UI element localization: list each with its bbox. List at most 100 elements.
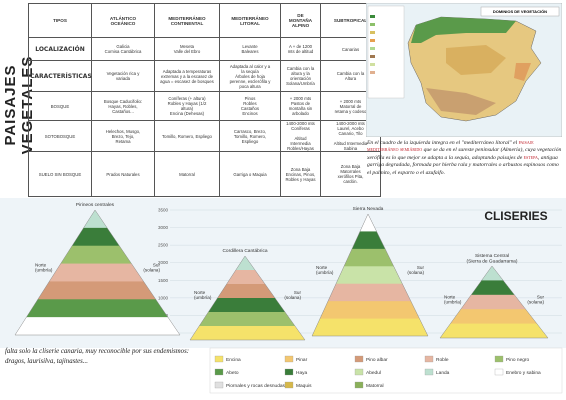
table-cell: Vegetación rica y variada [91, 60, 155, 92]
table-cell: Adaptada a temperaturas extremas y a la … [154, 60, 220, 92]
legend-swatch [354, 368, 364, 376]
legend-label: Enebro y sabina [506, 370, 541, 376]
south-label: Sur (solana) [143, 262, 160, 272]
table-cell: Zona Baja Encinas, Pinos, Robles y Hayas [280, 151, 321, 197]
table-cell: Galicia Cornisa Cantábrica [91, 37, 155, 61]
table-cell: Bosque Caducifolio: Hayas, Robles, Casta… [91, 91, 155, 121]
table-cell: Pinos Robles Castaños Encinos [219, 91, 281, 121]
legend-swatch [424, 368, 434, 376]
legend-label: Abedul [366, 370, 381, 376]
axis-label: 3000 [158, 225, 169, 230]
legend-swatch [284, 381, 294, 389]
legend-label: Abeto [226, 370, 239, 376]
row-label: LOCALIZACIÓN [28, 37, 92, 61]
map-title: DOMINIOS DE VEGETACIÓN [493, 9, 547, 14]
vegetation-band [312, 318, 428, 336]
table-cell: + 2000 mts Pastos de montaña sin arbolad… [280, 91, 321, 121]
note-text: En el cuadro de la izquierda integra en … [367, 140, 519, 146]
table-row: CARACTERÍSTICAS Vegetación rica y variada… [28, 60, 381, 92]
table-cell: 1400-2000 mts Coníferas Altitud Intermed… [280, 120, 321, 152]
table-cell: Adaptada al calor y a la sequía Árboles … [219, 60, 281, 92]
table-row: LOCALIZACIÓN Galicia Cornisa Cantábrica Me… [28, 37, 381, 61]
note-paragraph: En el cuadro de la izquierda integra en … [367, 140, 562, 177]
pyramid-outline [311, 213, 429, 337]
vegetation-map: DOMINIOS DE VEGETACIÓN [366, 3, 562, 137]
footnote: falta solo la cliserie canaria, muy reco… [5, 348, 189, 365]
vegetation-band [190, 312, 305, 327]
table-cell: A + de 1200 mts de altitud [280, 37, 321, 61]
vegetation-band [15, 299, 180, 318]
vegetation-band [312, 283, 428, 302]
legend-label: Haya [296, 370, 308, 376]
north-label: Norte (umbría) [194, 290, 212, 300]
table-cell: Prados Naturales [91, 151, 155, 197]
table-cell: Carrasco, Brezo, Tomillo, Romero, Esplie… [219, 120, 281, 152]
legend-swatch [284, 355, 294, 363]
table-cell: Matorral [154, 151, 220, 197]
legend-label: Roble [436, 357, 449, 363]
legend-label: Encina [226, 357, 241, 363]
legend-swatch [354, 355, 364, 363]
table-cell: Tomillo, Romero, Espliego [154, 120, 220, 152]
table-row: SUELO SIN BOSQUE Prados Naturales Matorral… [28, 151, 381, 197]
vegetation-band [440, 309, 548, 325]
table-cell: Garriga o Maquia [219, 151, 281, 197]
table-row: SOTOBOSQUE Helechos, Musgo, Brezo, Tejo, … [28, 120, 381, 152]
legend-label: Pinar [296, 357, 308, 363]
vegetation-band [312, 301, 428, 320]
legend-swatch [214, 368, 224, 376]
vegetation-table: TIPOS ATLÁNTICO OCEÁNICO MEDITERRÁNEO CONT… [28, 3, 381, 197]
diagram-name: Cordillera Cantábrica [222, 248, 267, 254]
vegetation-band [15, 317, 180, 335]
table-cell: Levante Baleares [219, 37, 281, 61]
legend-label: Maquis [296, 383, 312, 389]
pyramid-outline [439, 265, 549, 339]
axis-label: 3500 [158, 208, 169, 213]
header-cell: MEDITERRÁNEO LITORAL [219, 3, 281, 38]
note-text: paisaje mediterráneo semiárido [367, 140, 534, 154]
legend-label: Pino albar [366, 357, 388, 363]
cliseries-title: CLISERIES [484, 209, 547, 223]
diagram-name: Pirineos centrales [76, 202, 115, 208]
legend-swatch [214, 381, 224, 389]
south-label: Sur (solana) [527, 294, 544, 304]
row-label: SOTOBOSQUE [28, 120, 92, 152]
table-cell: Zona Baja Matorrales xerófilos Pita, car… [320, 151, 381, 197]
legend-swatch [494, 355, 504, 363]
axis-label: 1000 [158, 295, 169, 300]
header-cell: DE MONTAÑA ALPINO [280, 3, 321, 38]
vegetation-band [190, 326, 305, 340]
vegetation-band [15, 281, 180, 300]
north-label: Norte (umbría) [444, 294, 462, 304]
note-text: estepa [523, 154, 538, 161]
south-label: Sur (solana) [284, 290, 301, 300]
legend-swatch [214, 355, 224, 363]
diagram-name: Sistema Central (Sierra de Guadarrama) [467, 253, 518, 264]
axis-label: 2500 [158, 243, 169, 248]
row-label: CARACTERÍSTICAS [28, 60, 92, 92]
table-cell: Coníferas (+ altura) Robles y Hayas (1/2… [154, 91, 220, 121]
table-cell: Cambia con la altura y la orientación So… [280, 60, 321, 92]
legend-label: Landa [436, 370, 450, 376]
header-cell: ATLÁNTICO OCEÁNICO [91, 3, 155, 38]
cliseries-diagram: 3500300025002000150010005000CLISERIESPir… [0, 198, 566, 394]
axis-label: 1500 [158, 278, 169, 283]
axis-label: 2000 [158, 260, 169, 265]
legend-label: Pino negro [506, 357, 530, 363]
north-label: Norte (umbría) [35, 262, 53, 272]
vegetation-band [190, 298, 305, 313]
note-text: que se da en el sureste peninsular (Alme… [367, 147, 562, 161]
legend-swatch [424, 355, 434, 363]
legend-box [209, 347, 563, 394]
header-cell: MEDITERRÁNEO CONTINENTAL [154, 3, 220, 38]
table-cell: Helechos, Musgo, Brezo, Tejo, Retama [91, 120, 155, 152]
vegetation-band [440, 323, 548, 338]
table-cell: Meseta Valle del Ebro [154, 37, 220, 61]
legend-label: Piornales y rocas desnudas [226, 383, 286, 389]
diagram-name: Sierra Nevada [353, 206, 384, 212]
north-label: Norte (umbría) [316, 265, 334, 275]
pyramid-outline [14, 209, 181, 336]
table-row: BOSQUE Bosque Caducifolio: Hayas, Robles,… [28, 91, 381, 121]
row-label: SUELO SIN BOSQUE [28, 151, 92, 197]
